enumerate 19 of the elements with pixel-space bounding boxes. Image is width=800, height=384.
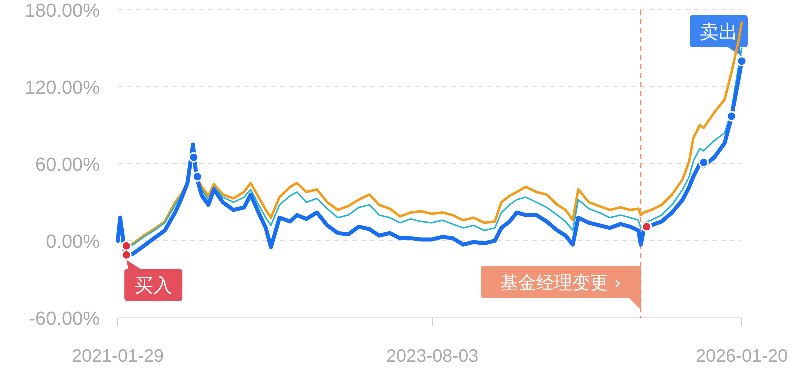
- y-tick-label: 120.00%: [24, 78, 100, 99]
- point: [121, 250, 132, 260]
- point: [642, 222, 652, 232]
- callout-box: 买入: [124, 260, 183, 302]
- point: [121, 240, 132, 252]
- y-tick-label: 60.00%: [36, 155, 100, 176]
- point: [192, 172, 203, 182]
- annotation: 卖出: [700, 21, 738, 44]
- x-tick-label: 2023-08-03: [386, 346, 479, 366]
- annotation: 买入: [134, 275, 173, 298]
- ref-line-label: 基金经理变更 ›: [500, 273, 622, 294]
- y-tick-label: 0.00%: [46, 232, 100, 253]
- y-tick-label: 180.00%: [24, 1, 100, 22]
- callout-box: 卖出: [690, 15, 748, 56]
- point: [188, 152, 200, 163]
- y-tick-label: -60.00%: [29, 309, 100, 330]
- point: [736, 56, 748, 67]
- x-tick-label: 2026-01-20: [696, 346, 788, 366]
- x-tick-label: 2021-01-29: [72, 346, 164, 366]
